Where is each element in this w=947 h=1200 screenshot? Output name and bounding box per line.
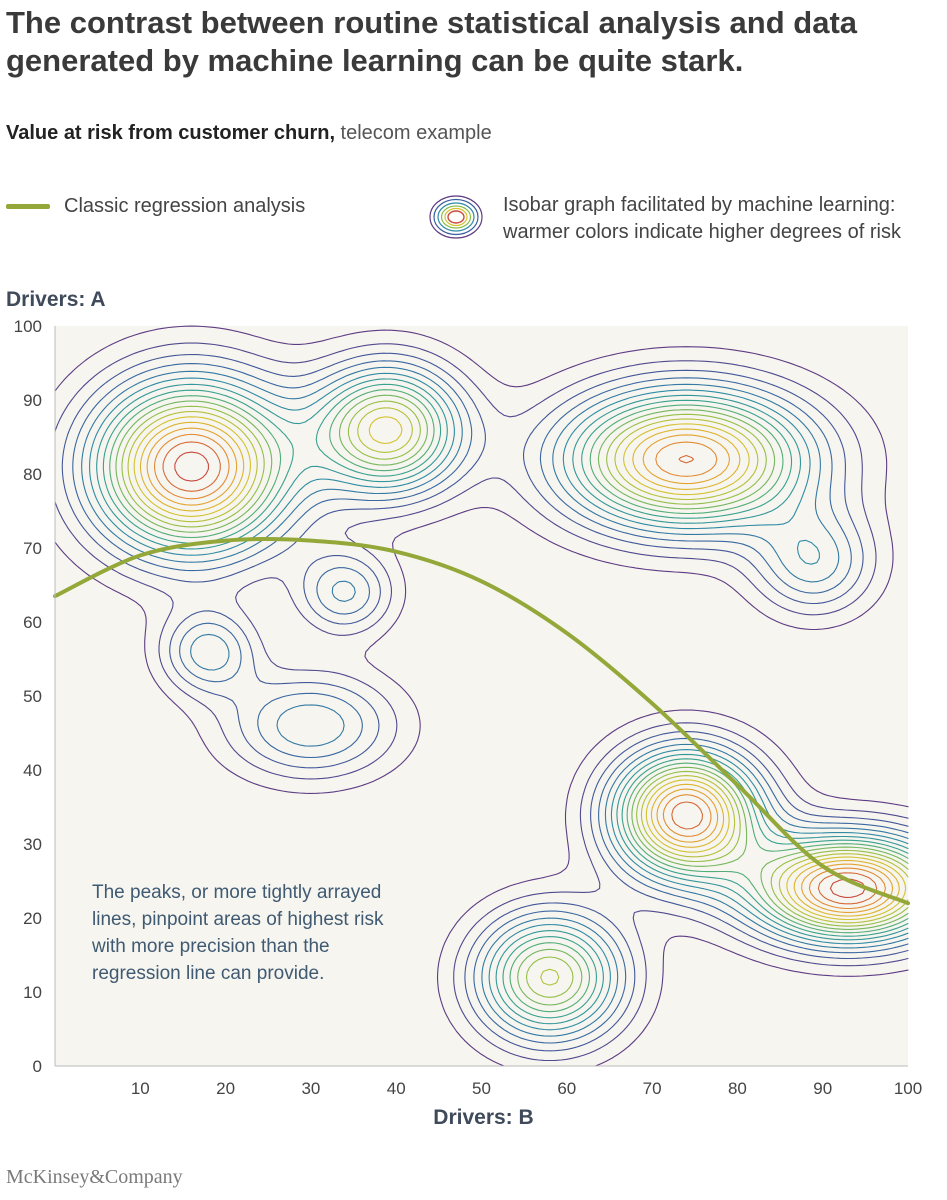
regression-line	[53, 536, 910, 906]
y-tick-label: 10	[23, 983, 42, 1002]
isobar-legend-label: Isobar graph facilitated by machine lear…	[503, 194, 901, 243]
y-tick-label: 100	[14, 317, 42, 336]
y-tick-label: 70	[23, 539, 42, 558]
x-tick-label: 20	[216, 1079, 235, 1098]
x-axis-title: Drivers: B	[433, 1106, 534, 1129]
contour-level-9	[109, 389, 909, 1013]
subtitle-light: telecom example	[335, 122, 492, 144]
contour-level-3	[61, 352, 909, 1052]
contour-level-14	[139, 421, 900, 917]
contour-level-8	[102, 383, 909, 1019]
chart-subtitle: Value at risk from customer churn, telec…	[6, 122, 492, 145]
contour-level-1	[54, 325, 909, 1067]
x-tick-label: 80	[728, 1079, 747, 1098]
chart-title: The contrast between routine statistical…	[6, 5, 858, 78]
y-tick-label: 30	[23, 835, 42, 854]
y-tick-label: 40	[23, 761, 42, 780]
regression-legend-label: Classic regression analysis	[64, 195, 306, 217]
contour-level-17	[162, 441, 878, 905]
isobar-legend-icon	[429, 195, 483, 239]
chart-annotation: The peaks, or more tightly arrayed lines…	[92, 882, 384, 984]
regression-legend-swatch	[6, 204, 50, 209]
contour-level-13	[133, 416, 907, 921]
y-tick-label: 50	[23, 687, 42, 706]
contour-level-10	[115, 394, 909, 1006]
contour-level-15	[146, 427, 894, 913]
contour-level-6	[89, 372, 909, 1031]
x-tick-label: 50	[472, 1079, 491, 1098]
x-tick-label: 90	[813, 1079, 832, 1098]
x-tick-label: 10	[131, 1079, 150, 1098]
contour-level-11	[121, 400, 909, 998]
y-tick-label: 0	[33, 1057, 42, 1076]
contour-level-12	[127, 407, 909, 986]
x-tick-label: 100	[894, 1079, 922, 1098]
contour-level-5	[81, 366, 909, 1037]
y-tick-label: 90	[23, 391, 42, 410]
contour-level-4	[72, 360, 909, 1044]
x-tick-label: 70	[643, 1079, 662, 1098]
brand-logo: McKinsey&Company	[6, 1166, 183, 1188]
contour-level-2	[54, 342, 909, 1062]
y-tick-label: 20	[23, 909, 42, 928]
y-tick-label: 60	[23, 613, 42, 632]
y-tick-label: 80	[23, 465, 42, 484]
x-tick-label: 30	[301, 1079, 320, 1098]
y-axis-title: Drivers: A	[6, 288, 106, 311]
subtitle-bold: Value at risk from customer churn,	[6, 122, 335, 144]
x-tick-label: 60	[557, 1079, 576, 1098]
x-tick-label: 40	[387, 1079, 406, 1098]
axes: 0 10 20 30 40 50 60 70 80 90 100 10 20 30 40 50 60 70 80 90…	[14, 317, 923, 1098]
